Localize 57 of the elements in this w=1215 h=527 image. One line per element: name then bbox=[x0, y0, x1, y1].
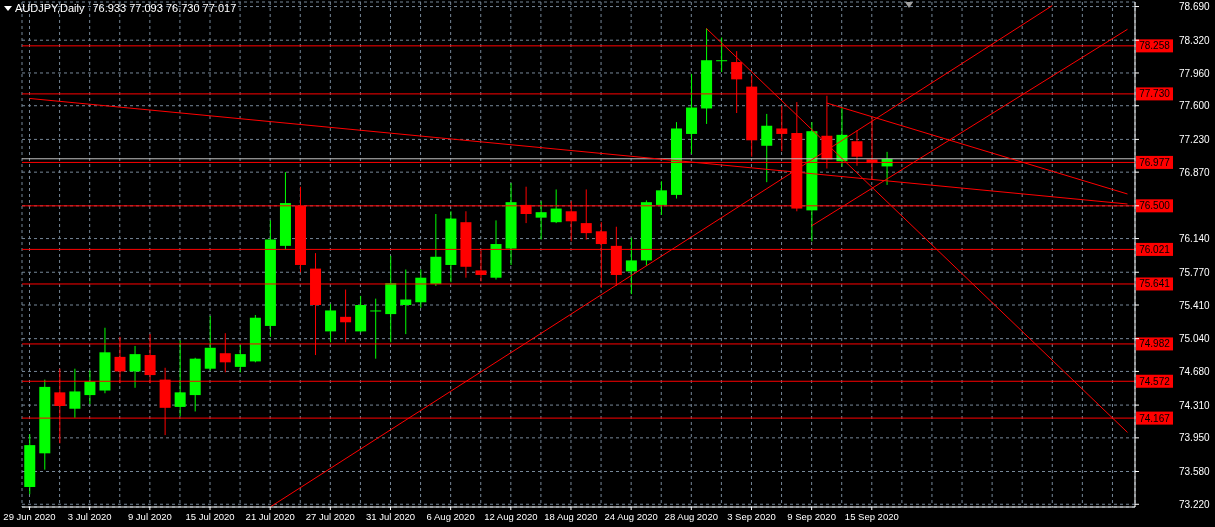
candlestick bbox=[400, 269, 412, 335]
y-tick-label: 73.220 bbox=[1179, 498, 1211, 510]
x-tick-label: 31 Jul 2020 bbox=[365, 511, 416, 522]
x-tick-label: 28 Aug 2020 bbox=[664, 511, 718, 522]
y-tick-label: 76.870 bbox=[1179, 166, 1211, 178]
candlestick bbox=[69, 368, 81, 419]
y-tick-label: 74.310 bbox=[1179, 399, 1211, 411]
candlestick bbox=[234, 344, 246, 373]
x-tick-label: 9 Sep 2020 bbox=[787, 511, 836, 522]
candlestick bbox=[325, 303, 337, 343]
y-tick-label: 78.320 bbox=[1179, 34, 1211, 46]
candlestick bbox=[204, 315, 216, 372]
candlestick bbox=[370, 298, 382, 360]
y-tick-label: 77.600 bbox=[1179, 100, 1211, 112]
x-tick-label: 15 Sep 2020 bbox=[844, 511, 899, 522]
x-tick-label: 24 Aug 2020 bbox=[604, 511, 658, 522]
ref-line-label: 75.641 bbox=[1139, 278, 1171, 290]
ref-line-label: 76.021 bbox=[1139, 243, 1171, 255]
chart-subtitle: 76.933 77.093 76.730 77.017 bbox=[92, 1, 237, 15]
y-tick-label: 75.410 bbox=[1179, 299, 1211, 311]
x-tick-label: 3 Jul 2020 bbox=[67, 511, 112, 522]
candlestick bbox=[550, 188, 562, 224]
y-tick-label: 73.580 bbox=[1179, 466, 1211, 478]
x-tick-label: 21 Jul 2020 bbox=[245, 511, 295, 522]
x-tick-label: 27 Jul 2020 bbox=[305, 511, 355, 522]
y-tick-label: 77.960 bbox=[1179, 67, 1211, 79]
candlestick bbox=[716, 36, 728, 73]
x-tick-label: 15 Jul 2020 bbox=[185, 511, 235, 522]
candlestick bbox=[84, 370, 96, 405]
candlestick bbox=[625, 237, 637, 295]
x-tick-label: 12 Aug 2020 bbox=[484, 511, 538, 522]
y-tick-label: 78.690 bbox=[1179, 1, 1211, 13]
candlestick bbox=[535, 200, 547, 240]
y-tick-label: 76.140 bbox=[1179, 233, 1211, 245]
x-tick-label: 29 Jun 2020 bbox=[3, 511, 56, 522]
ref-line-label: 74.982 bbox=[1139, 338, 1171, 350]
ref-line-label: 78.258 bbox=[1139, 40, 1171, 52]
ref-line-label: 77.730 bbox=[1139, 88, 1171, 100]
y-tick-label: 75.040 bbox=[1179, 333, 1211, 345]
x-tick-label: 9 Jul 2020 bbox=[127, 511, 172, 522]
ref-line-label: 74.572 bbox=[1139, 375, 1171, 387]
y-tick-label: 75.770 bbox=[1179, 266, 1211, 278]
x-tick-label: 18 Aug 2020 bbox=[544, 511, 598, 522]
ref-line-label: 76.500 bbox=[1139, 200, 1171, 212]
y-tick-label: 74.680 bbox=[1179, 365, 1211, 377]
x-tick-label: 3 Sep 2020 bbox=[727, 511, 776, 522]
candlestick bbox=[655, 180, 667, 216]
chart-title: AUDJPY,Daily bbox=[15, 1, 85, 15]
candlestick bbox=[761, 113, 773, 183]
y-tick-label: 73.950 bbox=[1179, 432, 1211, 444]
candlestick bbox=[776, 105, 788, 152]
candlestick bbox=[174, 339, 186, 417]
ref-line-label: 74.167 bbox=[1139, 412, 1171, 424]
x-tick-label: 6 Aug 2020 bbox=[426, 511, 475, 522]
candlestick bbox=[129, 345, 141, 389]
ref-line-label: 76.977 bbox=[1139, 156, 1171, 168]
y-tick-label: 77.230 bbox=[1179, 133, 1211, 145]
